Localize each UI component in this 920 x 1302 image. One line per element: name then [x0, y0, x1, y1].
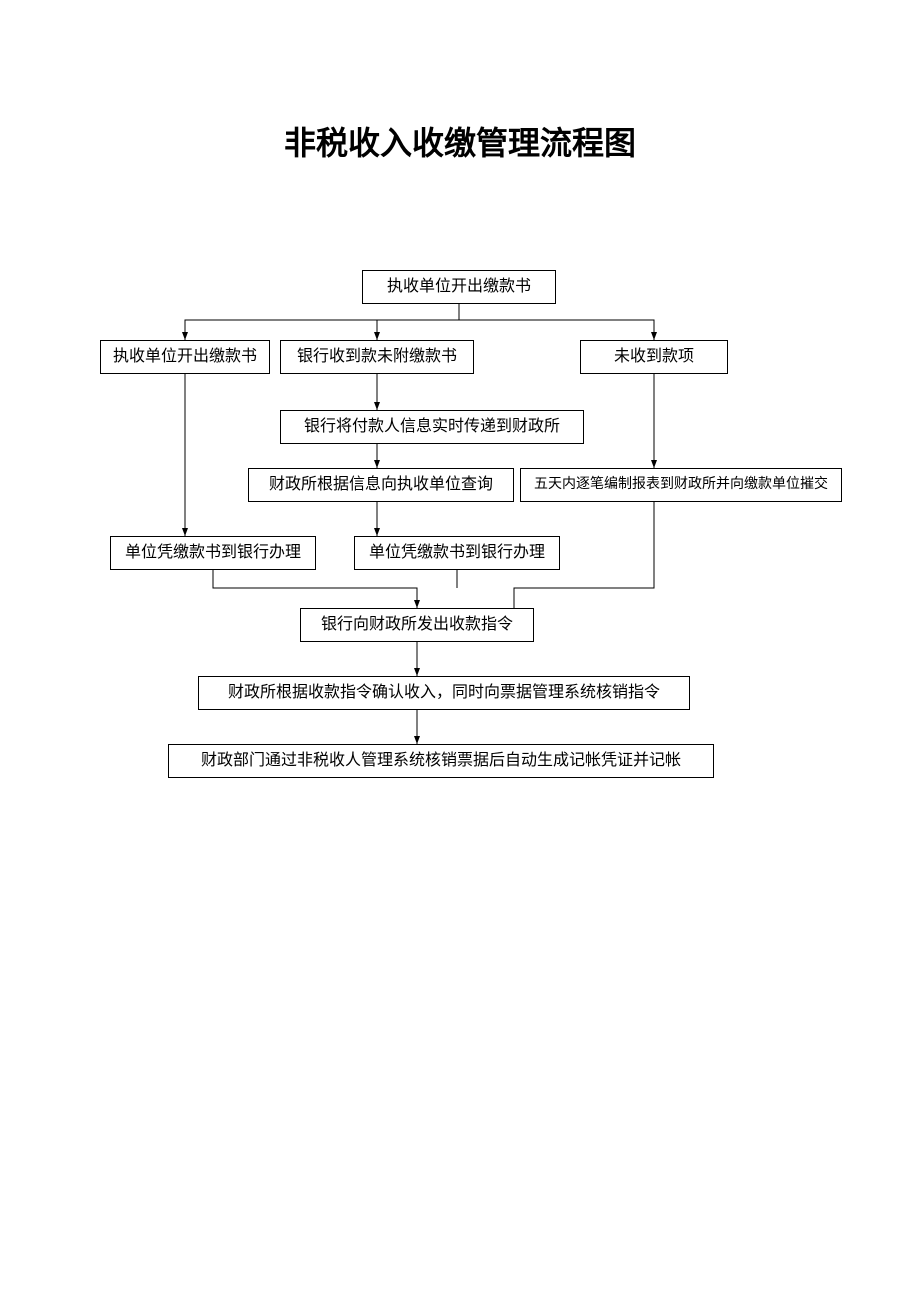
flowchart-edge: [459, 304, 654, 340]
flowchart-edge: [377, 304, 459, 340]
flowchart-node: 银行收到款未附缴款书: [280, 340, 474, 374]
flowchart-node: 银行将付款人信息实时传递到财政所: [280, 410, 584, 444]
flowchart-edges: [0, 0, 920, 1302]
flowchart-node: 财政所根据信息向执收单位查询: [248, 468, 514, 502]
page: 非税收入收缴管理流程图 执收单位开出缴款书执收单位开出缴款书银行收到款未附缴款书…: [0, 0, 920, 1302]
flowchart-node: 财政所根据收款指令确认收入，同时向票据管理系统核销指令: [198, 676, 690, 710]
flowchart-node: 五天内逐笔编制报表到财政所并向缴款单位摧交: [520, 468, 842, 502]
flowchart-edge: [213, 570, 417, 608]
page-title: 非税收入收缴管理流程图: [0, 118, 920, 164]
flowchart-node: 银行向财政所发出收款指令: [300, 608, 534, 642]
flowchart-node: 单位凭缴款书到银行办理: [354, 536, 560, 570]
flowchart-node: 单位凭缴款书到银行办理: [110, 536, 316, 570]
flowchart-node: 未收到款项: [580, 340, 728, 374]
flowchart-node: 执收单位开出缴款书: [362, 270, 556, 304]
flowchart-node: 财政部门通过非税收人管理系统核销票据后自动生成记帐凭证并记帐: [168, 744, 714, 778]
flowchart-edge: [185, 304, 459, 340]
flowchart-node: 执收单位开出缴款书: [100, 340, 270, 374]
